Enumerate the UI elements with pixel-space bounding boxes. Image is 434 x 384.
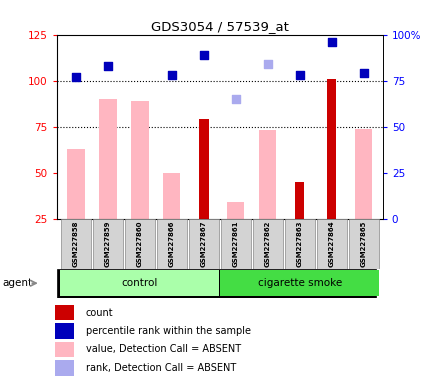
Text: GSM227865: GSM227865 xyxy=(360,221,366,267)
Text: GSM227860: GSM227860 xyxy=(136,220,142,267)
Bar xyxy=(67,149,84,219)
Bar xyxy=(220,219,250,269)
Point xyxy=(200,52,207,58)
Text: control: control xyxy=(121,278,158,288)
Point xyxy=(359,70,366,76)
Bar xyxy=(354,129,372,219)
Point xyxy=(232,96,239,102)
Bar xyxy=(252,219,282,269)
Bar xyxy=(99,99,116,219)
Bar xyxy=(227,202,244,219)
Bar xyxy=(55,323,74,339)
Bar xyxy=(188,219,218,269)
Bar xyxy=(131,101,148,219)
Bar xyxy=(348,219,378,269)
Bar xyxy=(258,131,276,219)
Bar xyxy=(162,173,180,219)
Title: GDS3054 / 57539_at: GDS3054 / 57539_at xyxy=(151,20,288,33)
Bar xyxy=(316,219,346,269)
Text: percentile rank within the sample: percentile rank within the sample xyxy=(85,326,250,336)
Text: GSM227858: GSM227858 xyxy=(72,220,79,267)
Bar xyxy=(60,270,219,296)
Bar xyxy=(326,79,335,219)
Text: GSM227866: GSM227866 xyxy=(168,221,174,267)
Bar xyxy=(61,219,91,269)
Text: GSM227867: GSM227867 xyxy=(200,220,206,267)
Text: GSM227864: GSM227864 xyxy=(328,220,334,267)
Point xyxy=(263,61,270,67)
Text: value, Detection Call = ABSENT: value, Detection Call = ABSENT xyxy=(85,344,240,354)
Bar xyxy=(125,219,155,269)
Text: rank, Detection Call = ABSENT: rank, Detection Call = ABSENT xyxy=(85,363,235,373)
Text: agent: agent xyxy=(3,278,33,288)
Text: GSM227861: GSM227861 xyxy=(232,220,238,267)
Bar xyxy=(55,305,74,320)
Bar xyxy=(198,119,208,219)
Bar xyxy=(55,342,74,357)
Point xyxy=(327,39,334,45)
Text: cigarette smoke: cigarette smoke xyxy=(257,278,341,288)
Point xyxy=(168,72,175,78)
Bar xyxy=(156,219,186,269)
Point xyxy=(104,63,111,69)
Text: GSM227863: GSM227863 xyxy=(296,220,302,267)
Bar xyxy=(55,360,74,376)
Point xyxy=(72,74,79,80)
Text: GSM227859: GSM227859 xyxy=(105,220,111,267)
Point xyxy=(296,72,302,78)
Text: GSM227862: GSM227862 xyxy=(264,221,270,267)
Bar xyxy=(92,219,122,269)
Bar xyxy=(284,219,314,269)
Bar xyxy=(220,270,378,296)
Text: count: count xyxy=(85,308,113,318)
Bar xyxy=(294,182,304,219)
